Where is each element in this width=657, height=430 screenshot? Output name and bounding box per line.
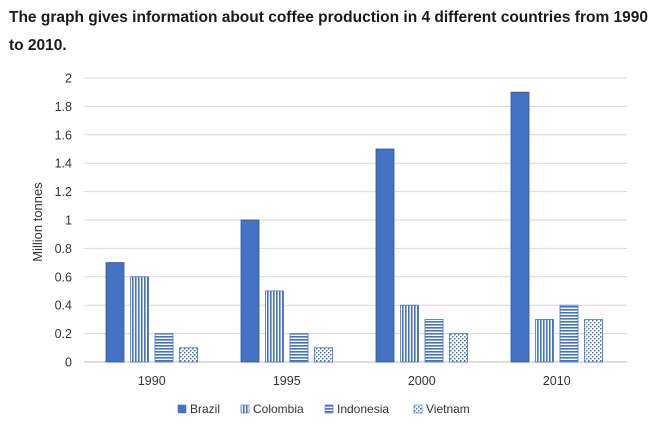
legend-swatch-vietnam — [413, 404, 423, 414]
legend-swatch-colombia — [240, 404, 250, 414]
y-tick-label: 1.4 — [55, 157, 72, 171]
x-tick-label: 2000 — [408, 374, 436, 388]
y-tick-label: 0.2 — [55, 327, 72, 341]
bar-colombia-2010 — [535, 318, 554, 363]
bar-colombia-2000 — [400, 304, 419, 363]
bar-colombia-1995 — [265, 290, 284, 363]
legend-swatch-brazil — [177, 404, 187, 414]
bar-brazil-2000 — [375, 148, 395, 363]
y-tick-label: 1 — [65, 214, 72, 228]
legend-label-brazil: Brazil — [190, 402, 220, 416]
legend-label-colombia: Colombia — [253, 402, 304, 416]
bar-indonesia-1995 — [289, 333, 309, 363]
legend-label-indonesia: Indonesia — [337, 402, 389, 416]
y-tick-label: 0.4 — [55, 299, 72, 313]
bar-vietnam-2010 — [584, 318, 603, 363]
y-tick-label: 0.6 — [55, 270, 72, 284]
y-tick-label: 1.6 — [55, 128, 72, 142]
chart-title: The graph gives information about coffee… — [9, 9, 649, 54]
bar-brazil-1990 — [105, 262, 125, 363]
bar-vietnam-1995 — [314, 347, 333, 363]
y-tick-label: 0 — [65, 356, 72, 370]
legend-label-vietnam: Vietnam — [426, 402, 470, 416]
y-tick-label: 1.2 — [55, 185, 72, 199]
y-tick-label: 2 — [65, 72, 72, 86]
bar-brazil-1995 — [240, 219, 260, 363]
bar-indonesia-1990 — [154, 333, 174, 363]
x-tick-label: 1995 — [273, 374, 301, 388]
x-tick-label: 1990 — [138, 374, 166, 388]
bar-brazil-2010 — [510, 91, 530, 363]
bar-indonesia-2010 — [559, 304, 579, 363]
bar-vietnam-1990 — [179, 347, 198, 363]
bar-colombia-1990 — [130, 276, 149, 363]
bar-vietnam-2000 — [449, 333, 468, 363]
y-axis-label: Million tonnes — [30, 182, 45, 262]
x-tick-label: 2010 — [543, 374, 571, 388]
y-tick-label: 1.8 — [55, 100, 72, 114]
y-tick-label: 0.8 — [55, 242, 72, 256]
bar-indonesia-2000 — [424, 318, 444, 363]
legend-swatch-indonesia — [324, 404, 334, 414]
